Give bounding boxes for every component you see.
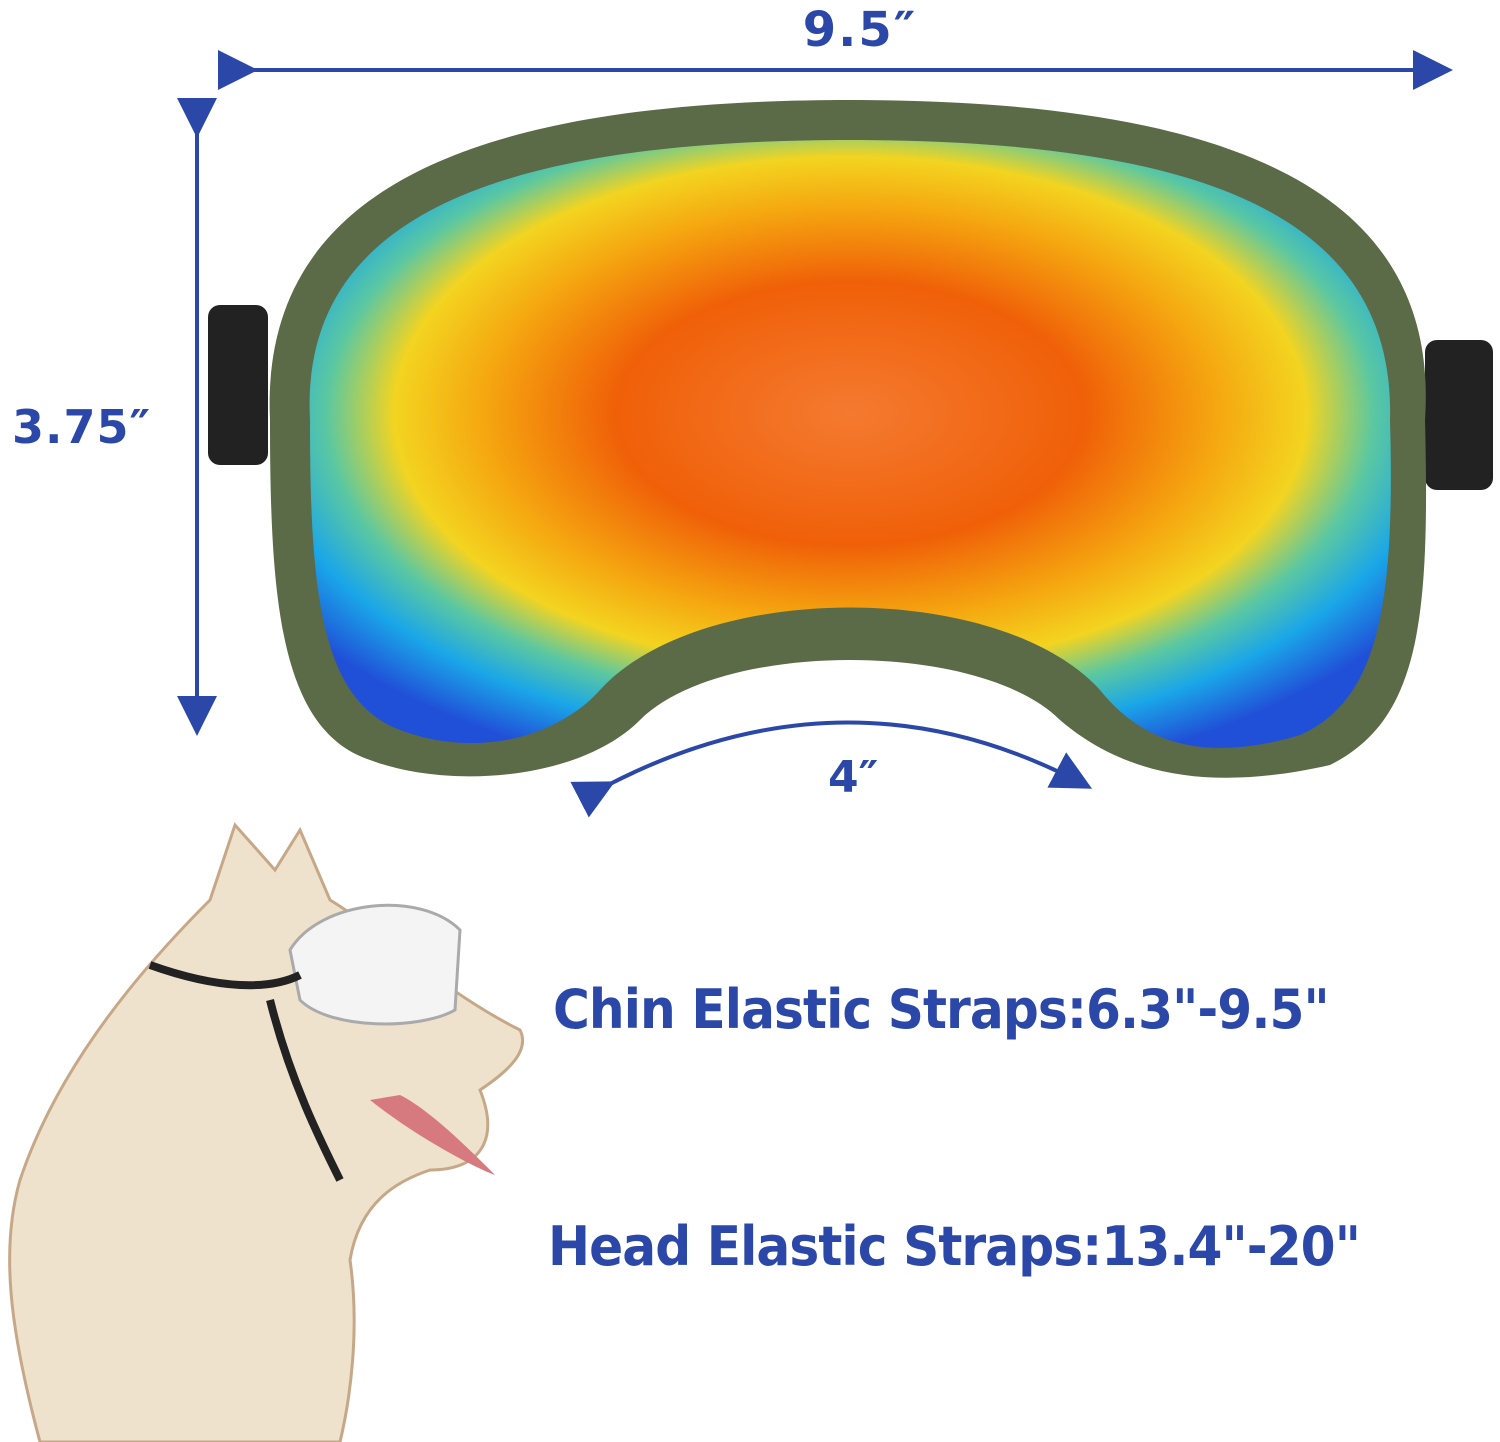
head-strap-label: Head Elastic Straps:13.4"-20" xyxy=(548,1215,1361,1278)
nose-bridge-label: 4″ xyxy=(828,752,879,803)
dog-illustration xyxy=(8,822,525,1442)
chin-strap-label: Chin Elastic Straps:6.3"-9.5" xyxy=(553,978,1330,1041)
height-label: 3.75″ xyxy=(12,400,152,454)
goggle-lens xyxy=(309,140,1391,748)
width-label: 9.5″ xyxy=(802,2,918,58)
nose-arc-arrow xyxy=(570,720,1093,818)
